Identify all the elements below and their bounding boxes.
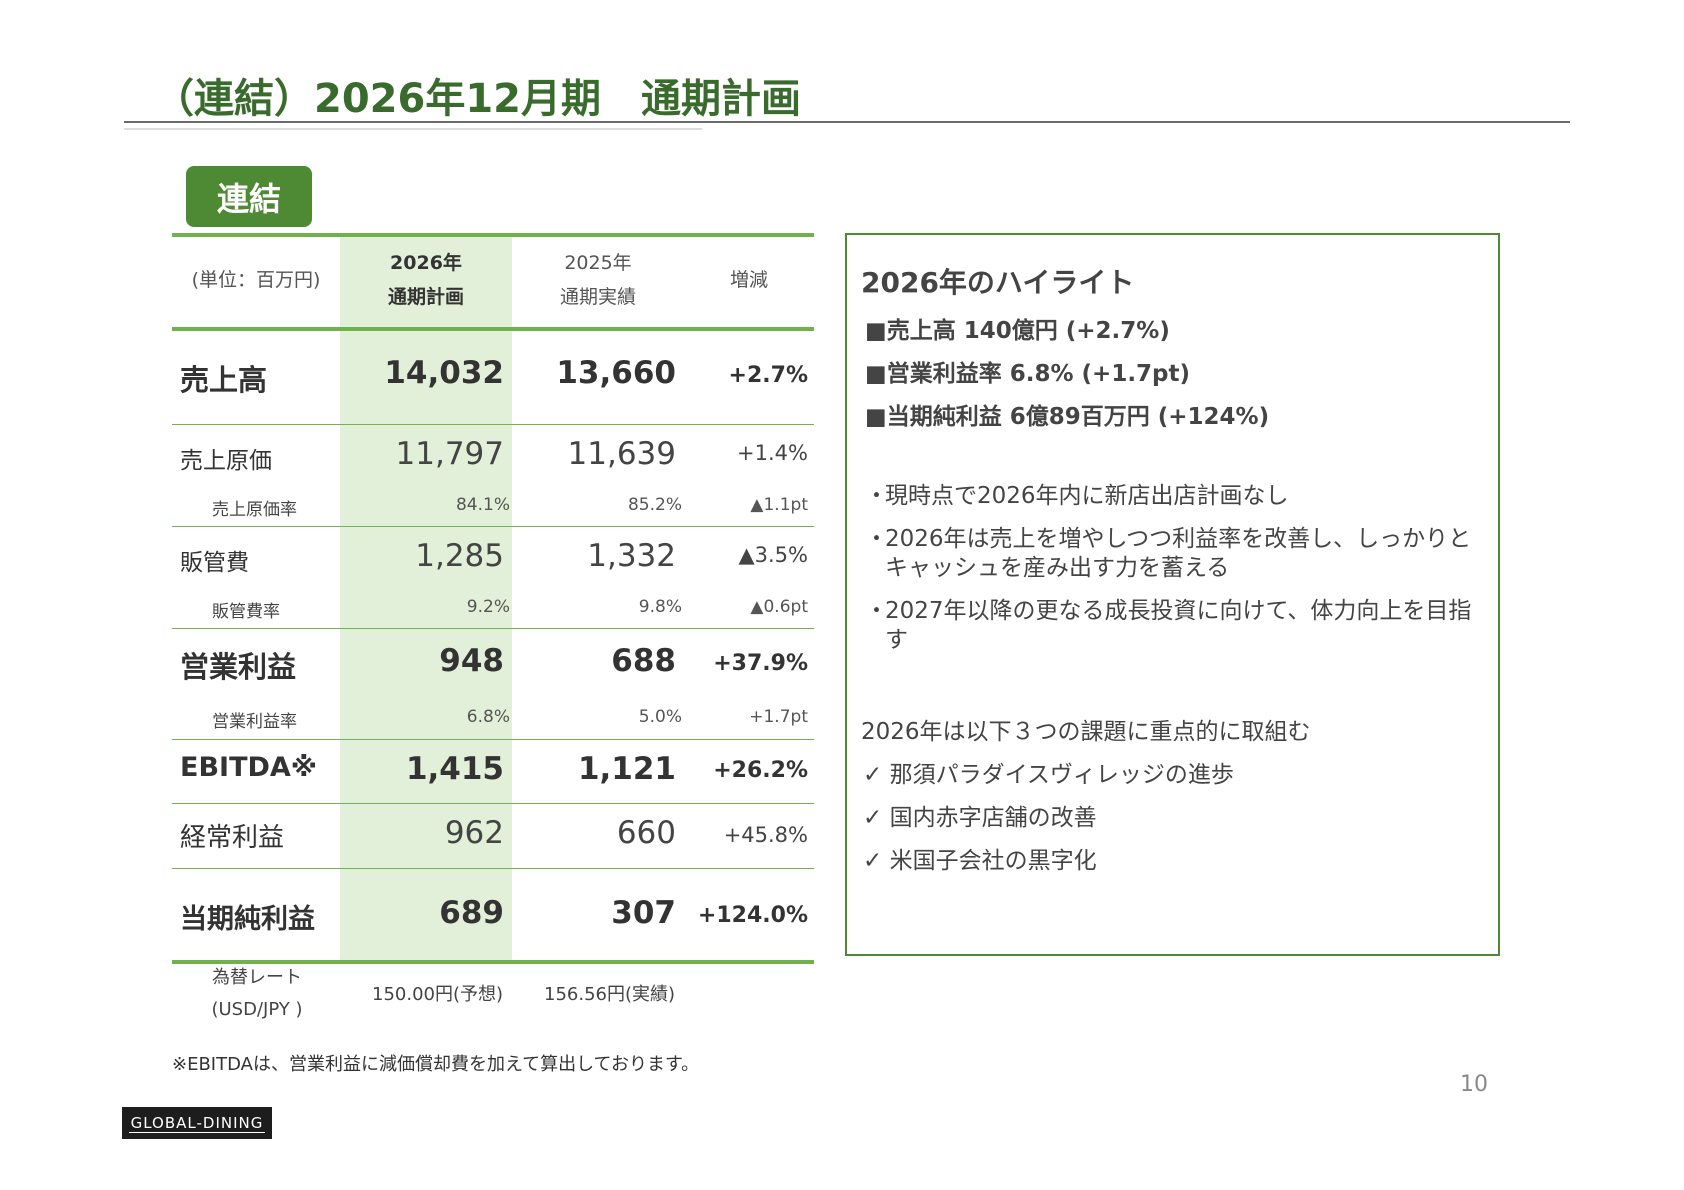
fx-rate-plan: 150.00円(予想) (372, 984, 504, 1005)
row-actual-sga: 1,332 (587, 538, 676, 574)
table-top-rule (172, 233, 814, 237)
highlights-panel: 2026年のハイライト ■売上高 140億円 (+2.7%) ■営業利益率 6.… (845, 233, 1500, 956)
highlight-bullet: ・ 2026年は売上を増やしつつ利益率を改善し、しっかりとキャッシュを産み出す力… (865, 525, 1485, 583)
focus-item: ✓ 米国子会社の黒字化 (863, 848, 1097, 874)
focus-item: ✓ 国内赤字店舗の改善 (863, 805, 1097, 831)
page-title: （連結）2026年12月期 通期計画 (154, 76, 801, 122)
row-change-net-income: +124.0% (697, 903, 808, 928)
row-change-operating-margin: +1.7pt (749, 707, 808, 727)
row-actual-sales: 13,660 (556, 355, 676, 391)
row-label-ebitda: EBITDA※ (180, 752, 318, 783)
row-actual-cogs: 11,639 (567, 436, 676, 472)
highlight-kpi-sales: ■売上高 140億円 (+2.7%) (865, 318, 1170, 344)
fx-rate-label-line1: 為替レート (212, 967, 302, 988)
row-plan-operating-profit: 948 (439, 643, 504, 679)
bullet-dot: ・ (865, 526, 888, 552)
table-bottom-rule (172, 960, 814, 964)
row-label-operating-profit: 営業利益 (180, 650, 297, 684)
page-number: 10 (1460, 1072, 1488, 1097)
fx-rate-label-line2: (USD/JPY ) (211, 999, 303, 1020)
global-dining-logo: GLOBAL-DINING (122, 1107, 272, 1139)
row-actual-net-income: 307 (611, 895, 676, 931)
row-change-cogs-ratio: ▲1.1pt (750, 495, 808, 515)
highlight-bullet-text: 2026年は売上を増やしつつ利益率を改善し、しっかりとキャッシュを産み出す力を蓄… (885, 526, 1472, 581)
highlight-bullet: ・ 現時点で2026年内に新店出店計画なし (865, 482, 1485, 511)
header-plan-label: 通期計画 (387, 286, 464, 308)
row-label-sga: 販管費 (180, 550, 249, 576)
row-divider (172, 424, 814, 425)
focus-intro: 2026年は以下３つの課題に重点的に取組む (861, 719, 1311, 745)
row-label-cogs: 売上原価 (180, 448, 272, 474)
title-divider (124, 121, 1570, 123)
highlights-title: 2026年のハイライト (861, 266, 1135, 299)
row-actual-cogs-ratio: 85.2% (627, 495, 682, 515)
row-plan-sales: 14,032 (384, 355, 504, 391)
consolidated-badge: 連結 (186, 166, 312, 227)
row-divider (172, 526, 814, 527)
row-plan-net-income: 689 (439, 895, 504, 931)
highlight-kpi-operating-margin: ■営業利益率 6.8% (+1.7pt) (865, 361, 1191, 387)
plan-column-highlight (340, 233, 512, 961)
row-actual-operating-margin: 5.0% (638, 707, 682, 727)
row-label-net-income: 当期純利益 (180, 904, 315, 935)
row-actual-ordinary-profit: 660 (616, 815, 676, 851)
row-actual-ebitda: 1,121 (577, 751, 676, 787)
ebitda-footnote: ※EBITDAは、営業利益に減価償却費を加えて算出しております。 (172, 1054, 700, 1075)
row-plan-sga: 1,285 (415, 538, 504, 574)
row-label-sales: 売上高 (180, 363, 268, 397)
row-label-cogs-ratio: 売上原価率 (212, 500, 297, 520)
row-divider (172, 739, 814, 740)
row-divider (172, 868, 814, 869)
row-divider (172, 803, 814, 804)
row-change-sga-ratio: ▲0.6pt (750, 597, 808, 617)
row-change-operating-profit: +37.9% (713, 651, 808, 676)
row-change-sga: ▲3.5% (738, 543, 808, 567)
bullet-dot: ・ (865, 598, 888, 624)
title-divider-secondary (124, 128, 702, 130)
row-actual-sga-ratio: 9.8% (638, 597, 682, 617)
row-change-ordinary-profit: +45.8% (723, 823, 808, 847)
row-change-cogs: +1.4% (737, 441, 808, 465)
focus-item: ✓ 那須パラダイスヴィレッジの進歩 (863, 762, 1234, 788)
highlight-bullet-text: 2027年以降の更なる成長投資に向けて、体力向上を目指す (885, 598, 1472, 653)
row-plan-ebitda: 1,415 (405, 751, 504, 787)
header-actual-year: 2025年 (564, 252, 632, 274)
unit-label: (単位：百万円) (191, 269, 321, 291)
row-change-ebitda: +26.2% (713, 758, 808, 783)
header-bottom-rule (172, 327, 814, 331)
highlight-kpi-net-income: ■当期純利益 6億89百万円 (+124%) (865, 404, 1270, 430)
row-label-ordinary-profit: 経常利益 (180, 823, 285, 853)
header-change: 増減 (729, 269, 768, 291)
header-plan-year: 2026年 (390, 252, 462, 274)
row-plan-ordinary-profit: 962 (444, 815, 504, 851)
row-actual-operating-profit: 688 (611, 643, 676, 679)
bullet-dot: ・ (865, 483, 888, 509)
logo-text: GLOBAL-DINING (128, 1113, 266, 1133)
highlight-bullet: ・ 2027年以降の更なる成長投資に向けて、体力向上を目指す (865, 597, 1485, 655)
header-actual-label: 通期実績 (559, 286, 636, 308)
row-plan-cogs-ratio: 84.1% (455, 495, 510, 515)
row-plan-sga-ratio: 9.2% (466, 597, 510, 617)
row-divider (172, 628, 814, 629)
fx-rate-label: 為替レート (USD/JPY ) (192, 962, 322, 1026)
row-label-operating-margin: 営業利益率 (212, 712, 297, 732)
row-label-sga-ratio: 販管費率 (212, 602, 280, 622)
highlight-bullet-text: 現時点で2026年内に新店出店計画なし (885, 483, 1289, 509)
row-change-sales: +2.7% (728, 363, 808, 388)
fx-rate-actual: 156.56円(実績) (544, 984, 676, 1005)
row-plan-operating-margin: 6.8% (466, 707, 510, 727)
row-plan-cogs: 11,797 (395, 436, 504, 472)
